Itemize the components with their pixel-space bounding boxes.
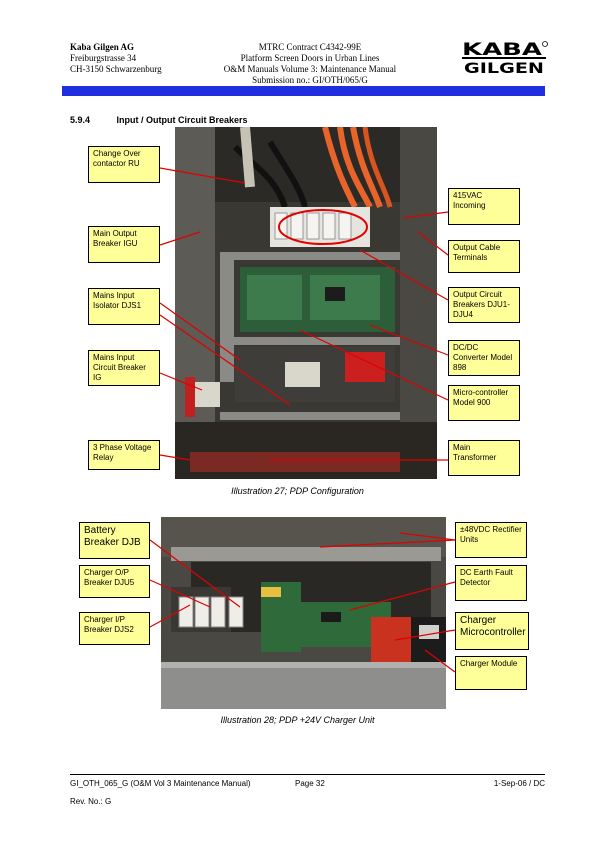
company-street: Freiburgstrasse 34 bbox=[70, 53, 137, 63]
callout-change-over-contactor: Change Over contactor RU bbox=[88, 146, 160, 183]
figure2-caption: Illustration 28; PDP +24V Charger Unit bbox=[220, 715, 375, 725]
logo-top-text: KABA bbox=[462, 40, 543, 60]
callout-text: Charger Microcontroller bbox=[460, 615, 526, 638]
logo-bottom-text: GILGEN bbox=[464, 61, 544, 74]
callout-text: Mains Input Circuit Breaker IG bbox=[93, 353, 146, 382]
callout-text: DC Earth Fault Detector bbox=[460, 568, 513, 587]
footer-document: GI_OTH_065_G (O&M Vol 3 Maintenance Manu… bbox=[70, 779, 251, 788]
pdp-configuration-photo bbox=[175, 127, 437, 479]
callout-charger-op-breaker: Charger O/P Breaker DJU5 bbox=[79, 565, 150, 598]
callout-output-cable-terminals: Output Cable Terminals bbox=[448, 240, 520, 273]
callout-text: Battery Breaker DJB bbox=[84, 525, 141, 548]
callout-dc-earth-fault: DC Earth Fault Detector bbox=[455, 565, 527, 601]
callout-charger-module: Charger Module bbox=[455, 656, 527, 690]
callout-text: DC/DC Converter Model 898 bbox=[453, 343, 513, 372]
callout-text: Main Output Breaker IGU bbox=[93, 229, 138, 248]
callout-text: 415VAC Incoming bbox=[453, 191, 486, 210]
callout-main-output-breaker: Main Output Breaker IGU bbox=[88, 226, 160, 263]
callout-charger-ip-breaker: Charger I/P Breaker DJS2 bbox=[79, 612, 150, 645]
footer-page: Page 32 bbox=[295, 779, 325, 788]
project-line: Platform Screen Doors in Urban Lines bbox=[240, 53, 380, 63]
document-info: MTRC Contract C4342-99E Platform Screen … bbox=[200, 42, 420, 86]
footer-date: 1-Sep-06 / DC bbox=[493, 779, 545, 788]
company-city: CH-3150 Schwarzenburg bbox=[70, 64, 162, 74]
callout-text: 3 Phase Voltage Relay bbox=[93, 443, 152, 462]
callout-48vdc-rectifier: ±48VDC Rectifier Units bbox=[455, 522, 527, 558]
callout-text: Output Cable Terminals bbox=[453, 243, 501, 262]
callout-main-transformer: Main Transformer bbox=[448, 440, 520, 476]
section-title: Input / Output Circuit Breakers bbox=[116, 115, 248, 125]
section-heading: 5.9.4 Input / Output Circuit Breakers bbox=[70, 115, 248, 125]
callout-mains-input-circuit-breaker: Mains Input Circuit Breaker IG bbox=[88, 350, 160, 386]
figure1-caption: Illustration 27; PDP Configuration bbox=[231, 486, 364, 496]
callout-415vac-incoming: 415VAC Incoming bbox=[448, 188, 520, 225]
footer-rule bbox=[70, 774, 545, 775]
callout-charger-microcontroller: Charger Microcontroller bbox=[455, 612, 529, 650]
header-bar bbox=[62, 86, 545, 96]
callout-text: Charger I/P Breaker DJS2 bbox=[84, 615, 134, 634]
kaba-gilgen-logo: KABA GILGEN bbox=[462, 40, 548, 77]
callout-text: Charger Module bbox=[460, 659, 518, 668]
callout-output-circuit-breakers: Output Circuit Breakers DJU1-DJU4 bbox=[448, 287, 520, 323]
callout-text: Charger O/P Breaker DJU5 bbox=[84, 568, 135, 587]
callout-text: Micro-controller Model 900 bbox=[453, 388, 509, 407]
contract-line: MTRC Contract C4342-99E bbox=[258, 42, 362, 52]
callout-text: Mains Input Isolator DJS1 bbox=[93, 291, 142, 310]
callout-text: Main Transformer bbox=[453, 443, 497, 462]
callout-text: Change Over contactor RU bbox=[93, 149, 141, 168]
section-number: 5.9.4 bbox=[70, 115, 91, 125]
callout-3-phase-voltage-relay: 3 Phase Voltage Relay bbox=[88, 440, 160, 470]
callout-mains-input-isolator: Mains Input Isolator DJS1 bbox=[88, 288, 160, 325]
callout-dc-dc-converter: DC/DC Converter Model 898 bbox=[448, 340, 520, 376]
footer-revision: Rev. No.: G bbox=[70, 797, 112, 806]
charger-unit-photo bbox=[161, 517, 446, 709]
callout-text: Output Circuit Breakers DJU1-DJU4 bbox=[453, 290, 510, 319]
submission-line: Submission no.: GI/OTH/065/G bbox=[252, 75, 368, 85]
callout-micro-controller: Micro-controller Model 900 bbox=[448, 385, 520, 421]
company-address: Kaba Gilgen AG Freiburgstrasse 34 CH-315… bbox=[70, 42, 162, 75]
manual-line: O&M Manuals Volume 3: Maintenance Manual bbox=[223, 64, 397, 74]
company-name: Kaba Gilgen AG bbox=[70, 42, 135, 52]
callout-text: ±48VDC Rectifier Units bbox=[460, 525, 522, 544]
callout-battery-breaker: Battery Breaker DJB bbox=[79, 522, 150, 559]
